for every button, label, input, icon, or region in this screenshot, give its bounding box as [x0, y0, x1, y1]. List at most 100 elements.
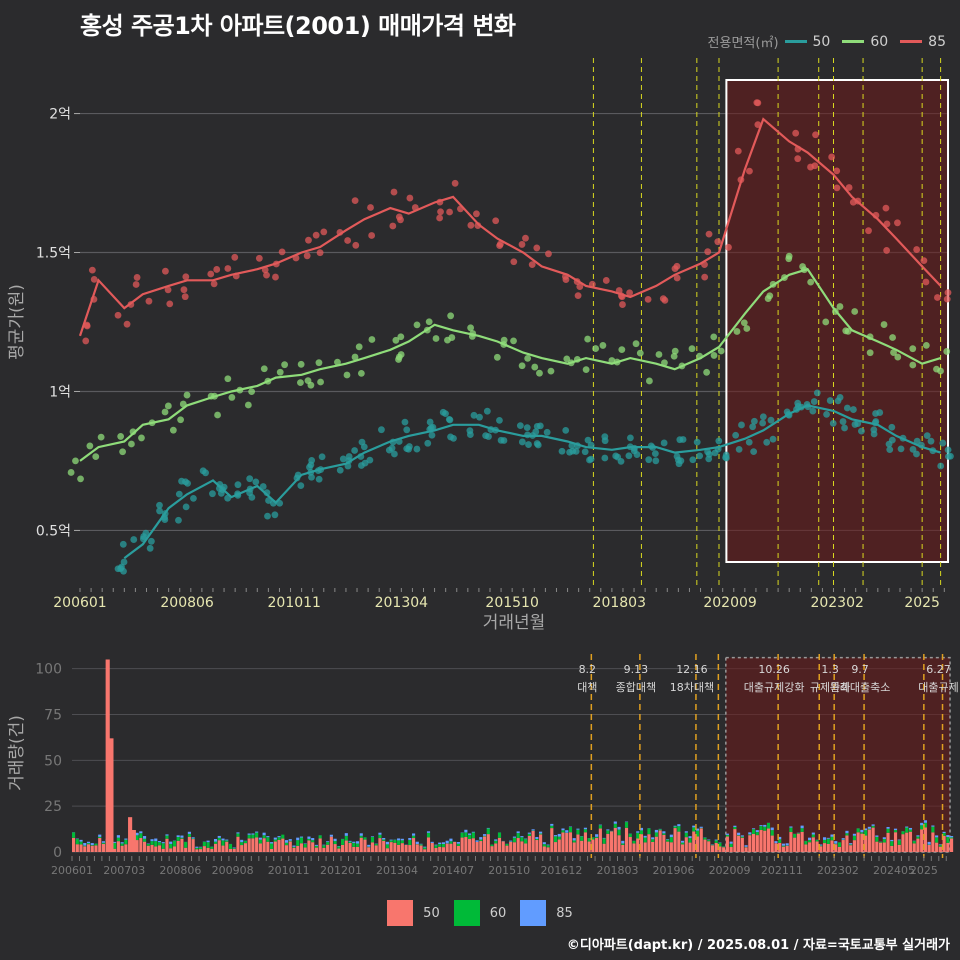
- volume-bar-85: [273, 837, 277, 840]
- trade-point-60: [592, 345, 600, 352]
- trade-point-50: [937, 462, 945, 470]
- volume-bar-85: [763, 824, 767, 827]
- volume-bar-50: [101, 843, 106, 852]
- trade-point-60: [710, 352, 718, 359]
- trade-point-60: [710, 333, 718, 341]
- volume-bar-50: [781, 846, 786, 852]
- volume-bar-85: [479, 837, 483, 840]
- volume-bar-50: [370, 842, 375, 852]
- volume-bar-60: [359, 835, 363, 838]
- trade-point-50: [518, 438, 526, 446]
- volume-bar-60: [632, 840, 636, 844]
- volume-bar-60: [882, 839, 886, 843]
- volume-bar-50: [135, 840, 139, 852]
- volume-bar-85: [636, 831, 640, 833]
- y-tick-label: 50: [44, 753, 62, 769]
- volume-bar-60: [778, 839, 782, 843]
- area-legend: 전용면적(㎡) 50 60 85: [708, 32, 952, 52]
- volume-bar-60: [920, 825, 924, 830]
- trade-point-85: [922, 278, 930, 286]
- volume-bar-50: [460, 837, 464, 852]
- volume-bar-60: [755, 832, 759, 836]
- trade-point-50: [558, 447, 566, 455]
- bar-legend-label-50: 50: [423, 905, 440, 921]
- trade-point-60: [248, 388, 256, 396]
- trade-point-60: [670, 352, 678, 360]
- volume-bar-50: [692, 831, 696, 852]
- x-tick-label: 201510: [485, 595, 538, 611]
- volume-bar-85: [277, 836, 281, 838]
- volume-bar-85: [699, 826, 703, 828]
- volume-bar-50: [722, 847, 726, 852]
- trade-point-50: [586, 456, 593, 464]
- trade-point-50: [264, 512, 271, 520]
- trade-point-50: [562, 426, 570, 434]
- volume-bar-60: [139, 833, 143, 838]
- trade-point-60: [717, 347, 725, 355]
- volume-bar-85: [680, 840, 685, 843]
- volume-bar-85: [464, 829, 468, 833]
- volume-bar-50: [303, 847, 307, 852]
- y-tick-label: 25: [44, 799, 62, 815]
- volume-bar-50: [505, 845, 509, 852]
- x-tick-label: 200601: [51, 864, 93, 877]
- volume-bar-60: [901, 831, 905, 835]
- volume-bar-50: [284, 845, 289, 852]
- trade-point-85: [123, 320, 131, 328]
- volume-bar-60: [905, 827, 909, 833]
- volume-bar-60: [449, 841, 453, 844]
- trade-point-85: [865, 227, 872, 235]
- trade-point-50: [572, 447, 580, 455]
- trade-point-85: [894, 219, 901, 227]
- volume-bar-60: [737, 835, 741, 836]
- volume-bar-85: [890, 839, 894, 842]
- trade-point-50: [850, 406, 857, 413]
- trade-point-85: [659, 295, 667, 303]
- volume-bar-50: [243, 843, 247, 852]
- volume-bar-60: [184, 841, 188, 848]
- volume-bar-50: [378, 838, 382, 852]
- volume-bar-60: [397, 840, 401, 845]
- volume-bar-60: [426, 832, 431, 838]
- trade-point-50: [446, 416, 454, 424]
- volume-chart: 0 25 50 75 100 8.2 대책 9.13 종합대책 12.16 18차대책 10.26 대출…: [7, 654, 959, 877]
- volume-bar-50: [673, 828, 677, 852]
- volume-bar-85: [509, 840, 513, 842]
- volume-bar-50: [669, 842, 673, 852]
- volume-bar-50: [804, 844, 808, 852]
- volume-bar-85: [322, 844, 326, 846]
- volume-bar-50: [509, 841, 513, 852]
- trade-point-85: [944, 289, 952, 297]
- volume-bar-85: [931, 825, 935, 827]
- trade-point-60: [733, 328, 741, 335]
- trade-point-85: [518, 241, 526, 248]
- volume-bar-60: [393, 839, 397, 843]
- volume-bar-85: [770, 827, 774, 831]
- trade-point-85: [792, 129, 800, 137]
- volume-bar-85: [781, 843, 786, 846]
- volume-bar-50: [849, 845, 853, 852]
- trade-point-60: [177, 416, 185, 424]
- trade-point-50: [190, 494, 197, 502]
- trade-point-60: [413, 321, 421, 329]
- volume-bar-50: [946, 842, 950, 852]
- volume-bar-60: [875, 836, 879, 842]
- trade-point-50: [429, 423, 437, 431]
- volume-bar-60: [666, 839, 670, 842]
- trade-point-85: [213, 266, 221, 273]
- volume-bar-50: [841, 840, 845, 852]
- trade-point-85: [528, 261, 536, 269]
- volume-bar-60: [819, 845, 823, 847]
- volume-bar-85: [400, 838, 404, 841]
- volume-bar-50: [374, 845, 378, 852]
- trade-point-50: [897, 445, 905, 453]
- volume-bar-50: [333, 844, 337, 852]
- volume-bar-85: [666, 839, 670, 840]
- volume-bar-85: [299, 836, 304, 838]
- trade-point-50: [293, 474, 301, 482]
- volume-bar-50: [120, 845, 124, 852]
- volume-bar-60: [890, 841, 894, 846]
- volume-bar-60: [808, 840, 812, 843]
- volume-bar-60: [314, 845, 318, 848]
- volume-bar-60: [187, 833, 191, 837]
